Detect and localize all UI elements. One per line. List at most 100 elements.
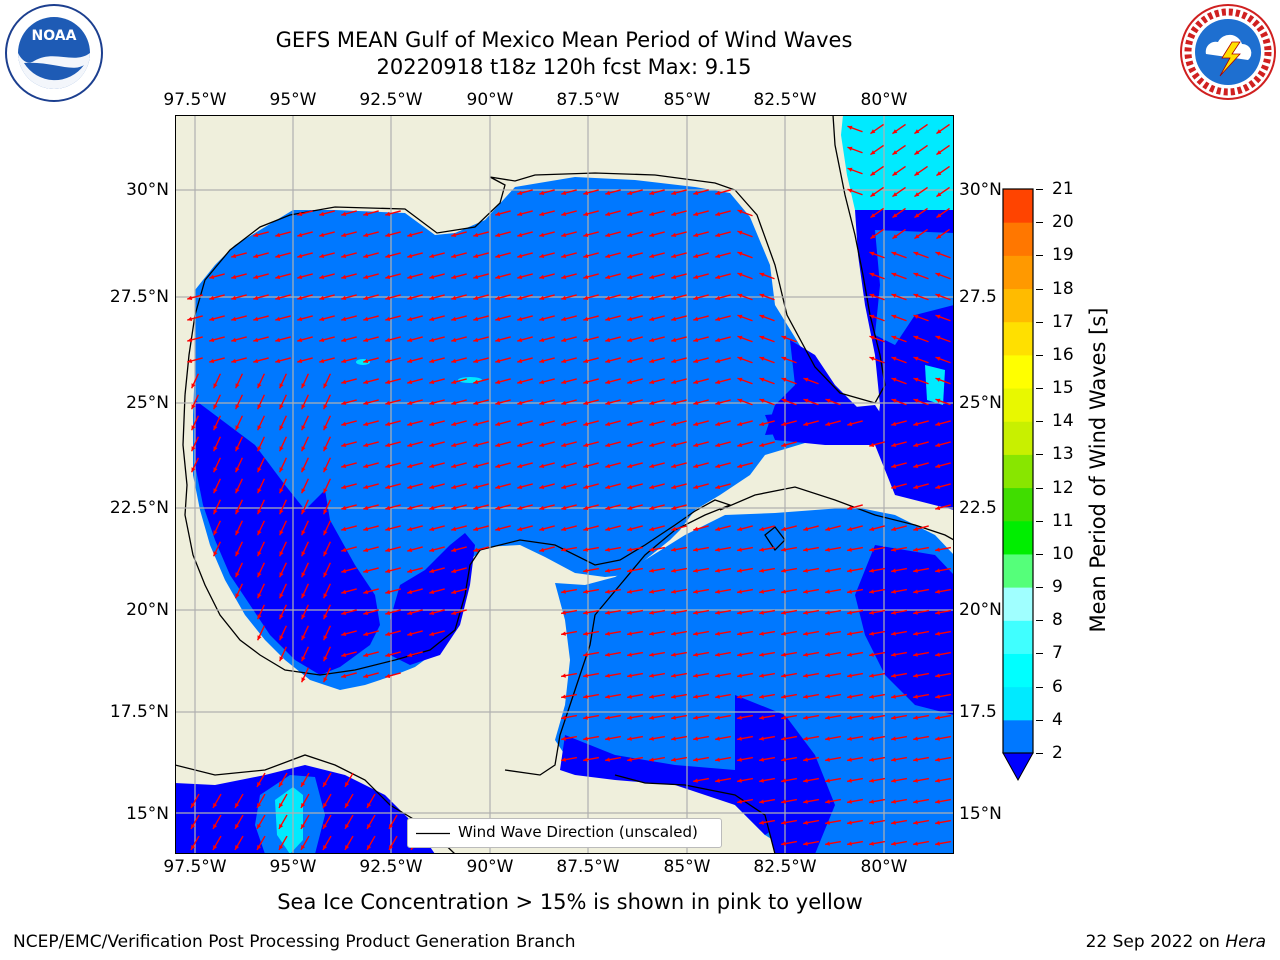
wind-wave-arrowhead bbox=[367, 823, 372, 829]
lon-label-bottom: 90°W bbox=[466, 857, 514, 877]
wind-wave-arrowhead bbox=[583, 673, 588, 678]
wind-wave-arrowhead bbox=[627, 547, 632, 552]
wind-wave-arrowhead bbox=[649, 442, 655, 448]
wind-wave-arrowhead bbox=[869, 652, 874, 657]
footer-date-text: 22 Sep 2022 on bbox=[1085, 932, 1226, 952]
wind-wave-arrowhead bbox=[583, 589, 588, 594]
wind-wave-arrowhead bbox=[803, 547, 808, 552]
wind-wave-arrowhead bbox=[715, 652, 720, 657]
colorbar-tick-mark bbox=[1036, 255, 1043, 257]
wind-wave-arrowhead bbox=[870, 192, 876, 197]
wind-wave-arrowhead bbox=[191, 446, 196, 452]
wind-wave-arrowhead bbox=[671, 337, 677, 343]
wind-wave-arrowhead bbox=[847, 652, 852, 657]
wind-wave-arrowhead bbox=[892, 129, 898, 134]
wind-wave-arrowhead bbox=[781, 610, 786, 615]
wind-wave-arrowhead bbox=[341, 589, 347, 595]
wind-wave-arrowhead bbox=[869, 272, 875, 277]
wind-wave-arrowhead bbox=[279, 551, 284, 557]
wind-wave-arrowhead bbox=[671, 253, 677, 259]
wind-wave-arrowhead bbox=[627, 316, 633, 322]
wind-wave-arrowhead bbox=[301, 509, 306, 515]
wind-wave-arrowhead bbox=[495, 379, 501, 385]
wind-wave-arrowhead bbox=[627, 358, 633, 364]
wind-wave-arrowhead bbox=[583, 421, 589, 427]
wind-wave-arrowhead bbox=[892, 171, 898, 176]
wind-wave-arrowhead bbox=[803, 589, 808, 594]
wind-wave-arrowhead bbox=[715, 421, 721, 427]
colorbar-tick-mark bbox=[1036, 520, 1043, 522]
chart-title: GEFS MEAN Gulf of Mexico Mean Period of … bbox=[275, 28, 853, 52]
lon-label-bottom: 85°W bbox=[663, 857, 711, 877]
wind-wave-arrowhead bbox=[759, 757, 764, 762]
wind-wave-arrowhead bbox=[869, 568, 874, 573]
wind-wave-arrowhead bbox=[715, 442, 721, 448]
wind-wave-arrowhead bbox=[671, 316, 677, 322]
wind-wave-arrowhead bbox=[235, 425, 240, 431]
wind-wave-arrowhead bbox=[257, 404, 262, 410]
wind-wave-arrowhead bbox=[781, 421, 787, 427]
wind-wave-arrowhead bbox=[297, 253, 303, 259]
wind-wave-arrowhead bbox=[275, 316, 281, 322]
wind-wave-arrowhead bbox=[671, 190, 677, 196]
wind-wave-arrowhead bbox=[385, 337, 391, 343]
wind-wave-arrowhead bbox=[279, 656, 284, 662]
wind-wave-arrowhead bbox=[825, 841, 830, 846]
wind-wave-arrowhead bbox=[389, 823, 394, 829]
wind-wave-arrowhead bbox=[341, 652, 347, 658]
wind-wave-arrowhead bbox=[209, 358, 215, 364]
wind-wave-arrowhead bbox=[913, 715, 918, 720]
wind-wave-arrowhead bbox=[759, 589, 764, 594]
wind-wave-arrowhead bbox=[671, 442, 677, 448]
wind-wave-arrowhead bbox=[759, 314, 765, 319]
wind-wave-arrowhead bbox=[191, 425, 196, 431]
wind-wave-arrowhead bbox=[385, 358, 391, 364]
colorbar-bin bbox=[1003, 520, 1033, 555]
wind-wave-arrowhead bbox=[561, 190, 567, 196]
wind-wave-arrowhead bbox=[561, 736, 566, 741]
colorbar-tick-mark bbox=[1036, 189, 1043, 190]
wind-wave-arrowhead bbox=[191, 467, 196, 473]
gulf-wave-field bbox=[193, 177, 875, 690]
wind-wave-arrowhead bbox=[235, 823, 240, 829]
wind-wave-arrowhead bbox=[407, 547, 413, 553]
wind-wave-arrowhead bbox=[495, 421, 501, 427]
wind-wave-arrowhead bbox=[473, 274, 479, 280]
wind-wave-arrowhead bbox=[935, 377, 941, 382]
wind-wave-arrowhead bbox=[649, 211, 655, 217]
wind-wave-arrowhead bbox=[297, 274, 303, 280]
wind-wave-arrowhead bbox=[847, 505, 853, 511]
lat-label-right: 22.5 bbox=[959, 498, 997, 518]
colorbar-tick-label: 8 bbox=[1052, 610, 1063, 631]
wind-wave-arrowhead bbox=[891, 589, 896, 594]
wind-wave-arrowhead bbox=[737, 377, 743, 382]
wind-wave-arrowhead bbox=[913, 694, 918, 699]
wind-wave-arrowhead bbox=[936, 171, 942, 176]
wind-wave-arrowhead bbox=[385, 316, 391, 322]
wind-wave-arrowhead bbox=[869, 757, 874, 762]
lat-label-right: 30°N bbox=[959, 180, 1002, 200]
wind-wave-arrowhead bbox=[253, 358, 259, 364]
colorbar-tick-mark bbox=[1036, 620, 1043, 622]
wind-wave-arrowhead bbox=[715, 484, 721, 490]
wind-wave-arrowhead bbox=[301, 530, 306, 536]
wind-wave-arrowhead bbox=[583, 232, 589, 238]
colorbar-bin bbox=[1003, 255, 1033, 290]
wind-wave-arrowhead bbox=[341, 673, 347, 679]
wind-wave-arrowhead bbox=[913, 314, 919, 319]
wind-wave-arrowhead bbox=[451, 232, 457, 238]
colorbar-tick-mark bbox=[1036, 753, 1043, 754]
wind-wave-arrowhead bbox=[473, 295, 479, 301]
wind-wave-arrowhead bbox=[235, 572, 240, 578]
colorbar-bin bbox=[1003, 388, 1033, 422]
wind-wave-arrowhead bbox=[869, 589, 874, 594]
colorbar-bin bbox=[1003, 421, 1033, 455]
wind-wave-arrowhead bbox=[935, 799, 940, 804]
wind-wave-arrowhead bbox=[913, 799, 918, 804]
wind-wave-arrowhead bbox=[517, 253, 523, 259]
wind-wave-arrowhead bbox=[847, 125, 853, 130]
wind-wave-arrowhead bbox=[693, 463, 699, 469]
wind-wave-arrowhead bbox=[539, 505, 545, 511]
wind-wave-arrowhead bbox=[759, 547, 764, 552]
wind-wave-arrowhead bbox=[429, 589, 435, 595]
